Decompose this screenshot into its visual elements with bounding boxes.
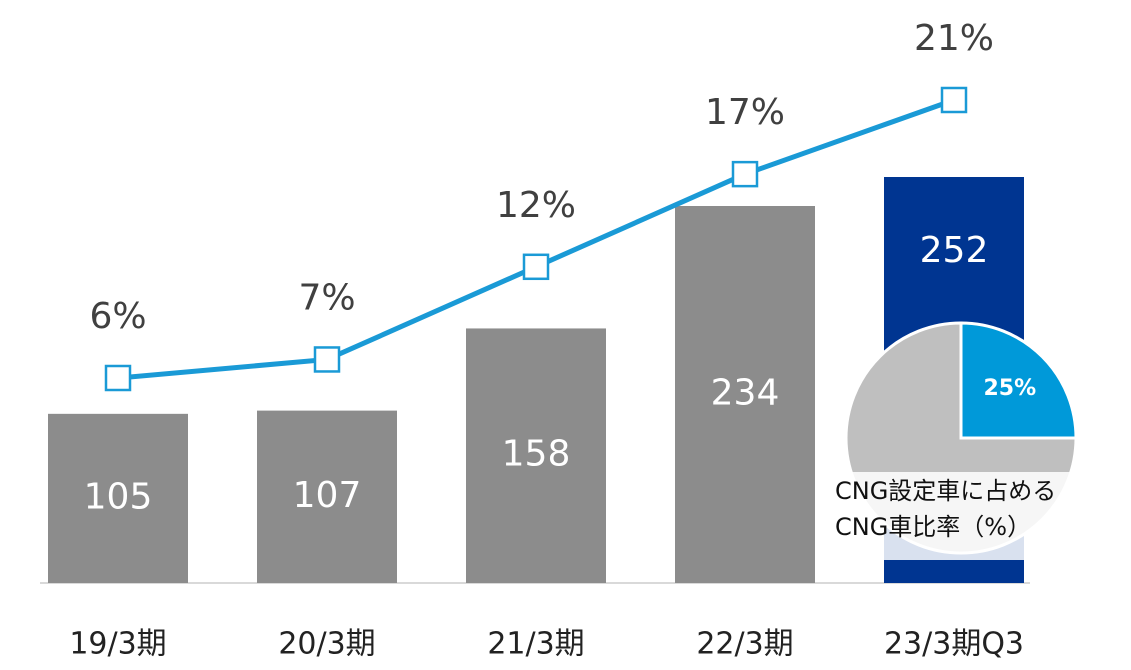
bar: [48, 413, 188, 583]
pie-caption: CNG車比率（%）: [835, 513, 1031, 541]
pie-slice: [959, 321, 1078, 440]
pie-label: 25%: [983, 376, 1036, 401]
line-label: 21%: [914, 18, 994, 59]
line-marker: [940, 86, 968, 114]
x-tick-label: 21/3期: [487, 627, 584, 662]
line-marker: [313, 346, 341, 373]
bar-label: 158: [502, 434, 571, 475]
line-label: 6%: [89, 296, 146, 337]
line-label: 7%: [298, 277, 355, 318]
bar-label: 234: [711, 373, 780, 414]
x-tick-label: 19/3期: [69, 627, 166, 662]
line-label: 17%: [705, 92, 785, 133]
bar-label: 252: [920, 230, 989, 271]
line-marker: [731, 160, 759, 188]
line-marker: [522, 253, 550, 281]
pie-caption: CNG設定車に占める: [835, 477, 1056, 505]
bar: [675, 206, 815, 583]
bar-label: 105: [84, 476, 153, 517]
x-tick-label: 22/3期: [696, 627, 793, 662]
x-tick-label: 20/3期: [278, 627, 375, 662]
bar: [466, 328, 606, 583]
x-tick-label: 23/3期Q3: [884, 627, 1024, 662]
label-box: [832, 472, 1072, 560]
line-marker: [104, 364, 132, 392]
line-label: 12%: [496, 185, 576, 226]
bar-label: 107: [293, 475, 362, 516]
bar: [257, 410, 397, 583]
